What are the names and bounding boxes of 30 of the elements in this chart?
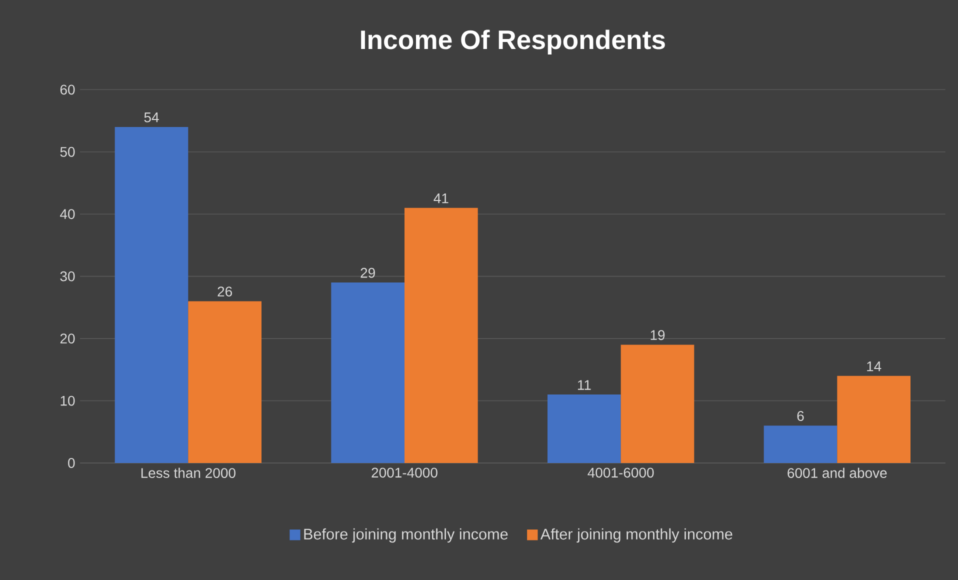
data-label: 26 [218, 286, 232, 297]
data-label: 41 [434, 194, 448, 204]
legend-label: After joining monthly income [540, 528, 732, 543]
y-tick-label: 50 [60, 146, 75, 157]
x-tick-label: Less than 2000 [141, 468, 236, 478]
chart-title: Income Of Respondents [361, 30, 665, 55]
data-label: 11 [578, 380, 591, 390]
bar [620, 344, 694, 463]
x-tick-label: 2001-4000 [372, 468, 438, 478]
data-label: 54 [144, 112, 159, 122]
y-tick-label: 10 [60, 396, 75, 406]
bar [404, 208, 478, 463]
y-tick-label: 40 [60, 209, 75, 220]
data-label: 6 [797, 411, 804, 421]
y-tick-label: 30 [60, 271, 75, 282]
y-tick-label: 0 [68, 458, 75, 468]
data-label: 14 [867, 362, 882, 372]
bar [331, 282, 405, 463]
x-tick-label: 6001 and above [788, 468, 887, 478]
bar [188, 301, 262, 463]
bar [114, 126, 188, 463]
y-tick-label: 60 [60, 84, 75, 95]
data-label: 19 [650, 330, 665, 340]
bar [764, 426, 838, 463]
x-tick-label: 4001-6000 [588, 468, 654, 478]
legend-label: Before joining monthly income [304, 528, 508, 543]
bar [837, 376, 910, 463]
data-label: 29 [360, 268, 375, 278]
y-tick-label: 20 [60, 334, 75, 344]
bar [548, 394, 621, 463]
